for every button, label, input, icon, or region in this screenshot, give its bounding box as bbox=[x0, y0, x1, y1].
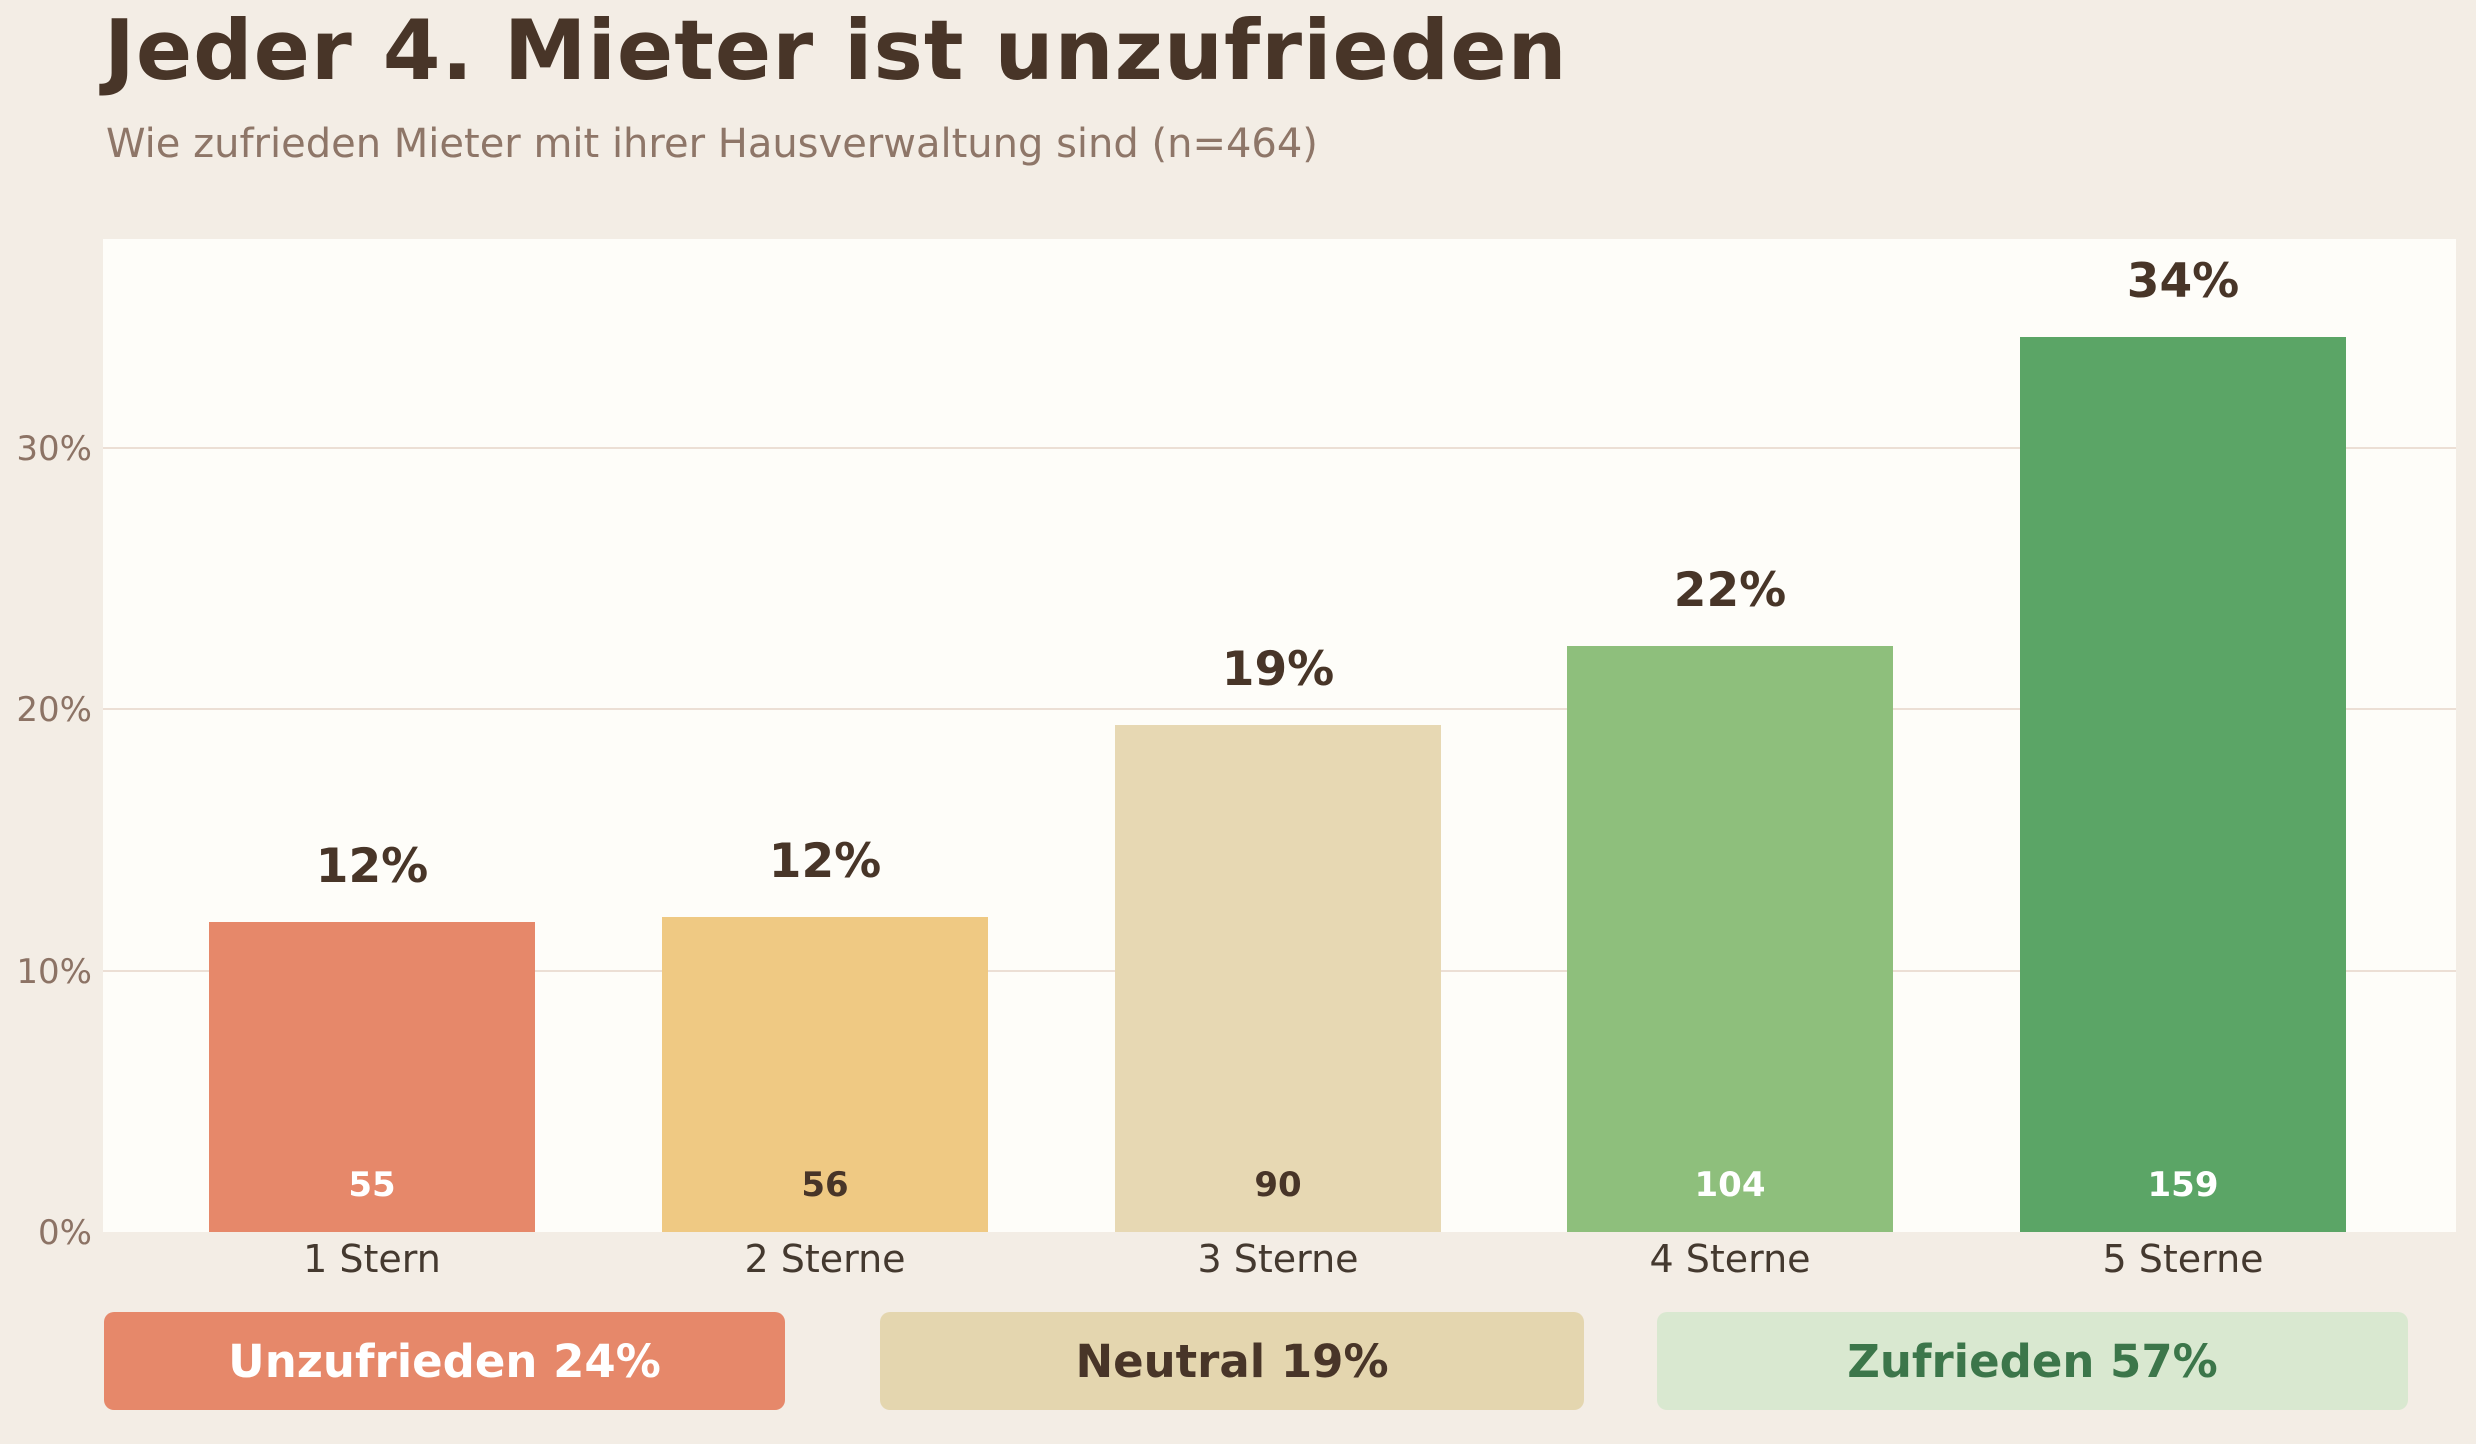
bar-count-label: 55 bbox=[348, 1165, 396, 1205]
bar-pct-label: 22% bbox=[1673, 563, 1787, 618]
x-axis-label: 1 Stern bbox=[303, 1237, 441, 1281]
y-axis-label: 0% bbox=[38, 1213, 92, 1253]
x-axis-label: 3 Sterne bbox=[1197, 1237, 1359, 1281]
gridline-30% bbox=[103, 447, 2456, 450]
bar-pct-label: 12% bbox=[768, 834, 882, 889]
bar-count-label: 104 bbox=[1694, 1165, 1766, 1205]
bar-pct-label: 19% bbox=[1221, 642, 1335, 697]
bar-count-label: 56 bbox=[801, 1165, 849, 1205]
bar-count-label: 90 bbox=[1254, 1165, 1302, 1205]
bar-count-label: 159 bbox=[2147, 1165, 2219, 1205]
legend-badge-label: Unzufrieden 24% bbox=[228, 1334, 661, 1388]
page-subtitle: Wie zufrieden Mieter mit ihrer Hausverwa… bbox=[106, 121, 1318, 167]
bar-3-sterne: 90 bbox=[1115, 725, 1441, 1232]
legend-badge: Zufrieden 57% bbox=[1657, 1312, 2408, 1410]
x-axis-label: 2 Sterne bbox=[744, 1237, 906, 1281]
bar-4-sterne: 104 bbox=[1567, 646, 1893, 1232]
plot-area: 55 12% 56 12% 90 19% 104 22% 159 34% bbox=[103, 239, 2456, 1232]
page-title: Jeder 4. Mieter ist unzufrieden bbox=[104, 2, 1568, 99]
bar-2-sterne: 56 bbox=[662, 917, 988, 1232]
y-axis-label: 20% bbox=[16, 690, 92, 731]
bar-1-stern: 55 bbox=[209, 922, 535, 1232]
gridline-20% bbox=[103, 708, 2456, 711]
legend-badge: Neutral 19% bbox=[880, 1312, 1584, 1410]
bar-5-sterne: 159 bbox=[2020, 337, 2346, 1232]
legend-badge: Unzufrieden 24% bbox=[104, 1312, 785, 1410]
y-axis-label: 30% bbox=[16, 429, 92, 470]
x-axis-label: 5 Sterne bbox=[2102, 1237, 2264, 1281]
legend-badge-label: Neutral 19% bbox=[1075, 1334, 1389, 1388]
y-axis-label: 10% bbox=[16, 951, 92, 992]
x-axis-label: 4 Sterne bbox=[1649, 1237, 1811, 1281]
bar-pct-label: 34% bbox=[2126, 254, 2240, 309]
legend-badge-label: Zufrieden 57% bbox=[1847, 1334, 2218, 1388]
bar-pct-label: 12% bbox=[315, 839, 429, 894]
